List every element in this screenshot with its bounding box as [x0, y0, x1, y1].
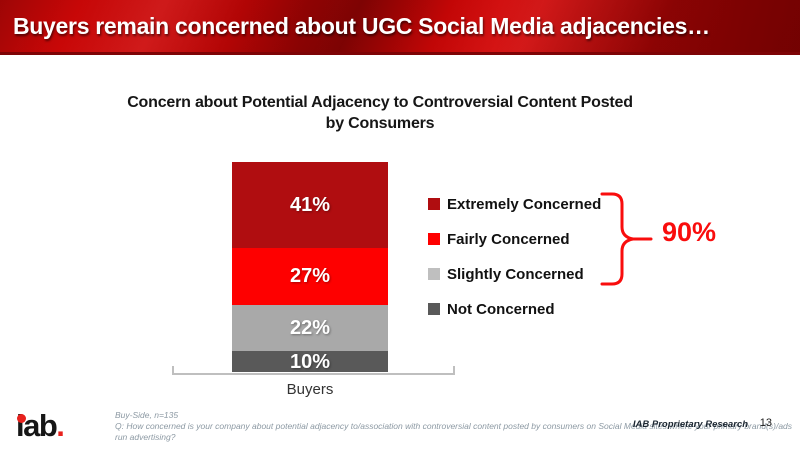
legend-item-not-concerned: Not Concerned: [428, 300, 601, 318]
bar-value-label-not-concerned: 10%: [289, 350, 331, 373]
bar-value-label-extremely-concerned: 41%: [289, 194, 331, 217]
legend-swatch-icon: [428, 233, 440, 245]
bar-segment-slightly-concerned: 22%: [232, 304, 388, 351]
iab-logo: iab.: [16, 410, 86, 444]
legend-swatch-icon: [428, 268, 440, 280]
page-number: 13: [759, 417, 772, 429]
iab-logo-period: .: [56, 408, 65, 443]
legend-item-fairly-concerned: Fairly Concerned: [428, 230, 601, 248]
legend-label: Slightly Concerned: [447, 265, 584, 283]
legend-label: Not Concerned: [447, 300, 555, 318]
legend-label: Fairly Concerned: [447, 230, 570, 248]
stacked-bar: 41% 27% 22% 10%: [232, 162, 388, 372]
proprietary-research-label: IAB Proprietary Research: [632, 419, 748, 430]
footnote-line-3: run advertising?: [115, 432, 176, 442]
slide-title: Buyers remain concerned about UGC Social…: [13, 12, 710, 39]
chart-title: Concern about Potential Adjacency to Con…: [127, 94, 633, 132]
total-concerned-annotation: 90%: [662, 217, 717, 247]
bar-segment-extremely-concerned: 41%: [232, 162, 388, 249]
bar-value-label-fairly-concerned: 27%: [289, 265, 331, 288]
x-axis-line: [172, 366, 455, 375]
bar-value-label-slightly-concerned: 22%: [289, 316, 331, 339]
footnote: Buy-Side, n=135 Q: How concerned is your…: [115, 410, 793, 443]
legend-item-extremely-concerned: Extremely Concerned: [428, 195, 602, 213]
legend-swatch-icon: [428, 198, 440, 210]
bar-segment-not-concerned: 10%: [232, 351, 388, 372]
bracket-brace-icon: [600, 192, 653, 286]
footnote-line-2: Q: How concerned is your company about p…: [115, 421, 793, 431]
bar-segment-fairly-concerned: 27%: [232, 248, 388, 305]
legend-swatch-icon: [428, 303, 440, 315]
legend-item-slightly-concerned: Slightly Concerned: [428, 265, 601, 283]
footnote-line-1: Buy-Side, n=135: [115, 410, 179, 420]
header-banner: Buyers remain concerned about UGC Social…: [0, 0, 800, 55]
legend-label: Extremely Concerned: [447, 195, 602, 213]
legend: Extremely Concerned Fairly Concerned Sligh…: [428, 196, 601, 336]
iab-logo-dot-icon: [17, 414, 26, 423]
x-axis-category-label: Buyers: [286, 381, 334, 398]
